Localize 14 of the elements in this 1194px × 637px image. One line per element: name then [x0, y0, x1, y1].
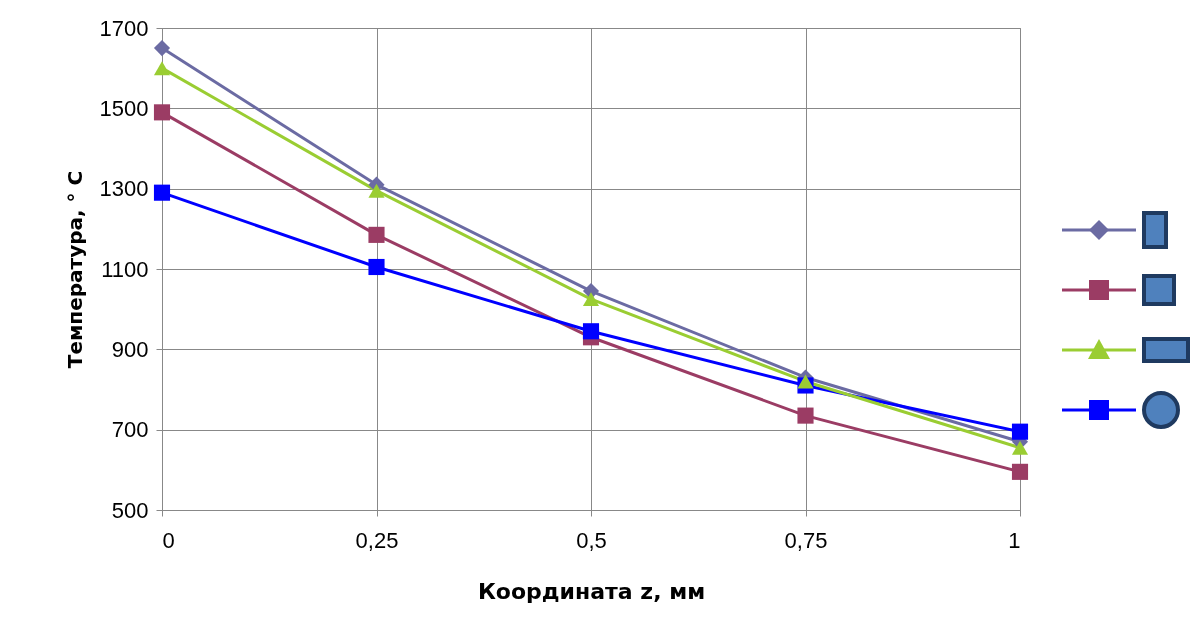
x-tick-label: 0: [162, 527, 175, 553]
y-tick-label: 1300: [99, 176, 149, 202]
y-tick-label: 900: [111, 336, 149, 362]
x-tick-label: 0,25: [355, 527, 399, 553]
y-tick-label: 700: [111, 417, 149, 443]
x-tick-label: 1: [1008, 527, 1021, 553]
x-tick-label: 0,5: [576, 527, 607, 553]
y-tick-label: 500: [111, 497, 149, 523]
x-tick-label: 0,75: [784, 527, 828, 553]
y-tick-label: 1100: [101, 256, 149, 282]
x-axis-title: Координата z, мм: [477, 578, 706, 604]
y-tick-label: 1500: [99, 95, 149, 121]
y-axis-title: Температура, ° С: [62, 170, 87, 369]
y-tick-label: 1700: [99, 15, 149, 41]
